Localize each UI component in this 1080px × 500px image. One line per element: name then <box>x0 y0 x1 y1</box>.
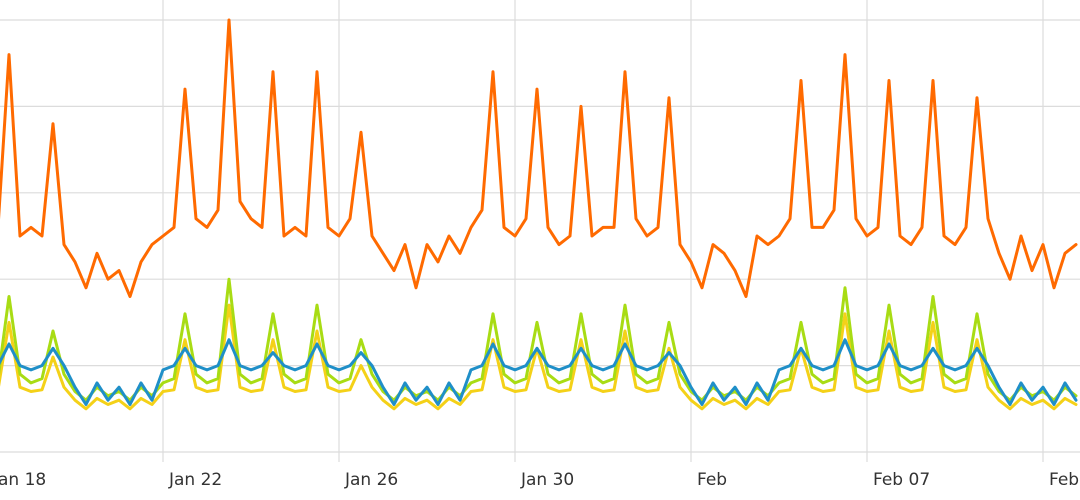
data-line <box>0 303 1078 411</box>
data-line <box>0 277 1078 402</box>
x-tick-label: Feb <box>697 470 727 490</box>
x-tick-label: Jan 26 <box>344 470 398 490</box>
data-line <box>0 338 1078 406</box>
data-line <box>0 18 1078 298</box>
x-tick-label: Jan 30 <box>520 470 574 490</box>
x-tick-label: Jan 18 <box>0 470 46 490</box>
x-tick-label: Jan 22 <box>168 470 222 490</box>
x-tick-label: Feb 07 <box>873 470 930 490</box>
x-tick-label: Feb <box>1049 470 1079 490</box>
